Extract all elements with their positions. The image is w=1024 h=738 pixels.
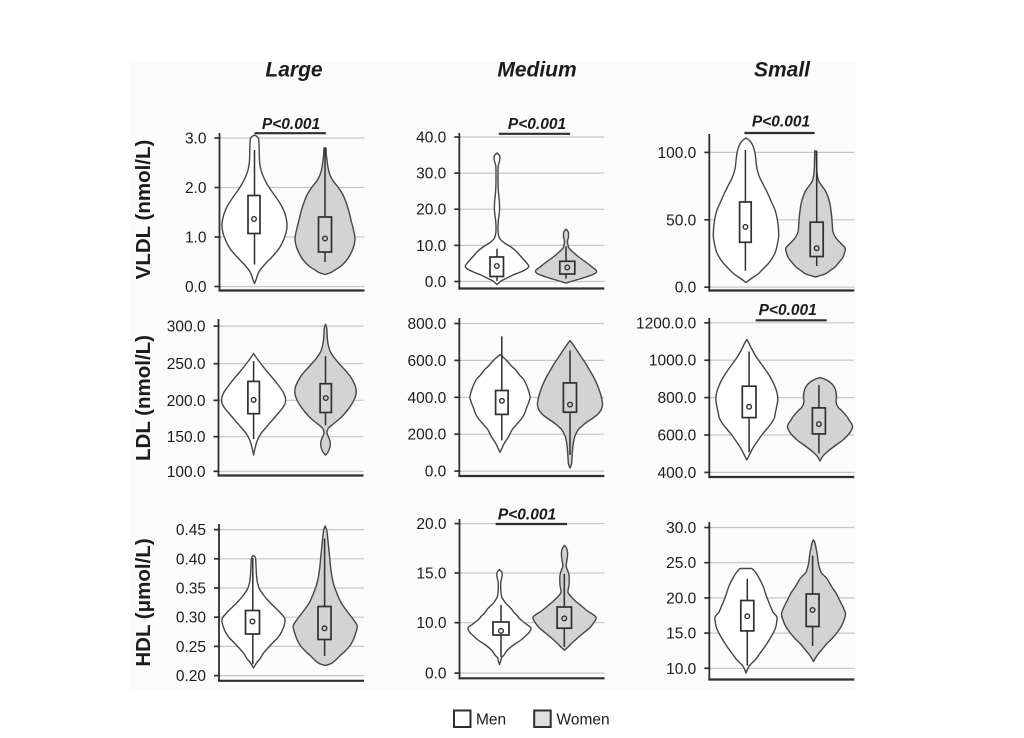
svg-text:Large: Large xyxy=(265,59,323,82)
svg-text:20.0: 20.0 xyxy=(416,516,447,533)
svg-text:LDL (nmol/L): LDL (nmol/L) xyxy=(132,335,155,461)
svg-text:0.20: 0.20 xyxy=(176,668,207,685)
svg-text:0.0: 0.0 xyxy=(425,464,447,481)
svg-text:30.0: 30.0 xyxy=(416,166,447,183)
svg-text:600.0: 600.0 xyxy=(408,353,447,370)
svg-text:P<0.001: P<0.001 xyxy=(262,116,320,133)
svg-text:1.0: 1.0 xyxy=(185,230,207,247)
svg-text:VLDL (nmol/L): VLDL (nmol/L) xyxy=(132,140,155,280)
svg-text:20.0: 20.0 xyxy=(666,590,697,607)
svg-text:0.35: 0.35 xyxy=(176,581,206,598)
svg-text:1000.0: 1000.0 xyxy=(649,353,697,370)
svg-text:200.0: 200.0 xyxy=(167,393,206,410)
svg-text:600.0: 600.0 xyxy=(658,428,697,445)
svg-text:250.0: 250.0 xyxy=(167,356,206,373)
svg-text:30.0: 30.0 xyxy=(666,520,697,537)
svg-text:10.0: 10.0 xyxy=(666,661,697,678)
svg-text:3.0: 3.0 xyxy=(185,131,207,148)
svg-text:HDL (μmol/L): HDL (μmol/L) xyxy=(132,538,155,666)
svg-text:25.0: 25.0 xyxy=(666,555,697,572)
svg-text:15.0: 15.0 xyxy=(666,626,697,643)
svg-text:0.0: 0.0 xyxy=(675,280,697,297)
svg-text:2.0: 2.0 xyxy=(185,180,207,197)
svg-text:Men: Men xyxy=(476,712,506,729)
svg-text:10.0: 10.0 xyxy=(416,238,447,255)
svg-text:0.40: 0.40 xyxy=(176,551,207,568)
svg-text:50.0: 50.0 xyxy=(666,212,697,229)
svg-text:0.0: 0.0 xyxy=(425,274,447,291)
svg-text:200.0: 200.0 xyxy=(408,427,447,444)
svg-text:Women: Women xyxy=(557,712,610,729)
svg-text:0.45: 0.45 xyxy=(176,522,206,539)
svg-text:P<0.001: P<0.001 xyxy=(752,114,810,131)
svg-text:0.0: 0.0 xyxy=(185,279,207,296)
svg-text:10.0: 10.0 xyxy=(416,615,447,632)
svg-text:800.0: 800.0 xyxy=(408,316,447,333)
svg-text:1200.0.0: 1200.0.0 xyxy=(636,315,697,332)
svg-text:400.0: 400.0 xyxy=(408,390,447,407)
svg-text:P<0.001: P<0.001 xyxy=(759,302,817,319)
svg-text:0.0: 0.0 xyxy=(425,666,447,683)
svg-text:0.30: 0.30 xyxy=(176,610,207,627)
svg-text:40.0: 40.0 xyxy=(416,130,447,147)
svg-text:800.0: 800.0 xyxy=(658,390,697,407)
svg-text:Small: Small xyxy=(754,59,811,82)
svg-text:P<0.001: P<0.001 xyxy=(498,507,556,524)
svg-text:100.0: 100.0 xyxy=(658,145,697,162)
svg-text:15.0: 15.0 xyxy=(416,566,447,583)
svg-text:100.0: 100.0 xyxy=(167,464,206,481)
svg-text:20.0: 20.0 xyxy=(416,202,447,219)
svg-text:0.25: 0.25 xyxy=(176,639,206,656)
svg-text:Medium: Medium xyxy=(497,59,576,82)
svg-text:300.0: 300.0 xyxy=(167,319,206,336)
svg-text:150.0: 150.0 xyxy=(167,429,206,446)
svg-text:P<0.001: P<0.001 xyxy=(508,116,566,133)
svg-text:400.0: 400.0 xyxy=(658,465,697,482)
